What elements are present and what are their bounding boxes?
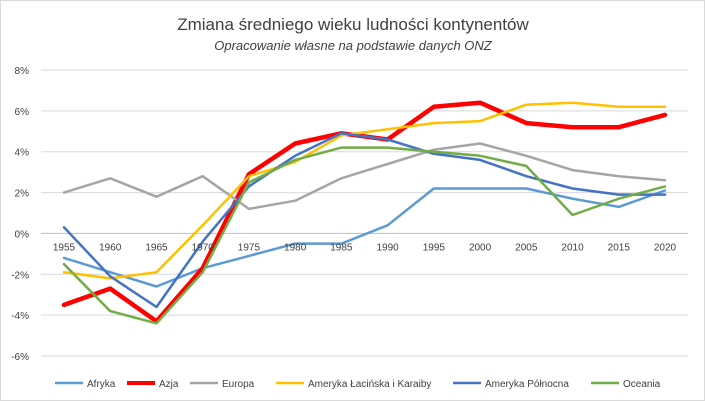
x-tick-label: 2000: [469, 242, 492, 253]
y-axis-ticks: -6% -4% -2% 0% 2% 4% 6% 8%: [11, 66, 29, 363]
x-tick-label: 1975: [238, 242, 261, 253]
series-lines: [61, 100, 668, 325]
series-line-6: [62, 146, 667, 325]
x-tick-label: 1995: [423, 242, 446, 253]
y-tick-label: -6%: [11, 352, 29, 363]
legend-label: Europa: [222, 379, 255, 390]
legend-label: Ameryka Łacińska i Karaiby: [308, 379, 431, 390]
series-line-3: [62, 142, 667, 211]
y-tick-label: -2%: [11, 270, 29, 281]
chart-subtitle: Opracowanie własne na podstawie danych O…: [214, 38, 493, 53]
series-line-4: [62, 101, 667, 280]
legend-label: Ameryka Północna: [485, 379, 569, 390]
chart-title: Zmiana średniego wieku ludności kontynen…: [177, 15, 529, 34]
legend: Afryka Azja Europa Ameryka Łacińska i Karai…: [55, 379, 661, 390]
x-tick-label: 2015: [608, 242, 631, 253]
x-axis-ticks: 1955 1960 1965 1970 1975 1980 1985 1990 1995 2000…: [53, 242, 677, 253]
series-line-1: [62, 187, 667, 288]
y-tick-label: 8%: [15, 66, 30, 77]
x-tick-label: 1985: [330, 242, 353, 253]
y-tick-label: 0%: [15, 229, 30, 240]
x-tick-label: 1955: [53, 242, 76, 253]
legend-label: Azja: [159, 379, 179, 390]
x-tick-label: 1970: [192, 242, 215, 253]
gridlines: [41, 69, 688, 357]
x-tick-label: 2020: [654, 242, 677, 253]
legend-label: Afryka: [87, 379, 116, 390]
y-tick-label: 2%: [15, 189, 30, 200]
y-tick-label: 6%: [15, 107, 30, 118]
x-tick-label: 1990: [376, 242, 399, 253]
y-tick-label: 4%: [15, 148, 30, 159]
x-tick-label: 1980: [284, 242, 307, 253]
x-tick-label: 1965: [145, 242, 168, 253]
y-tick-label: -4%: [11, 311, 29, 322]
series-line-5: [62, 132, 667, 309]
legend-label: Oceania: [623, 379, 661, 390]
x-tick-label: 2005: [515, 242, 538, 253]
x-tick-label: 2010: [561, 242, 584, 253]
x-tick-label: 1960: [99, 242, 122, 253]
